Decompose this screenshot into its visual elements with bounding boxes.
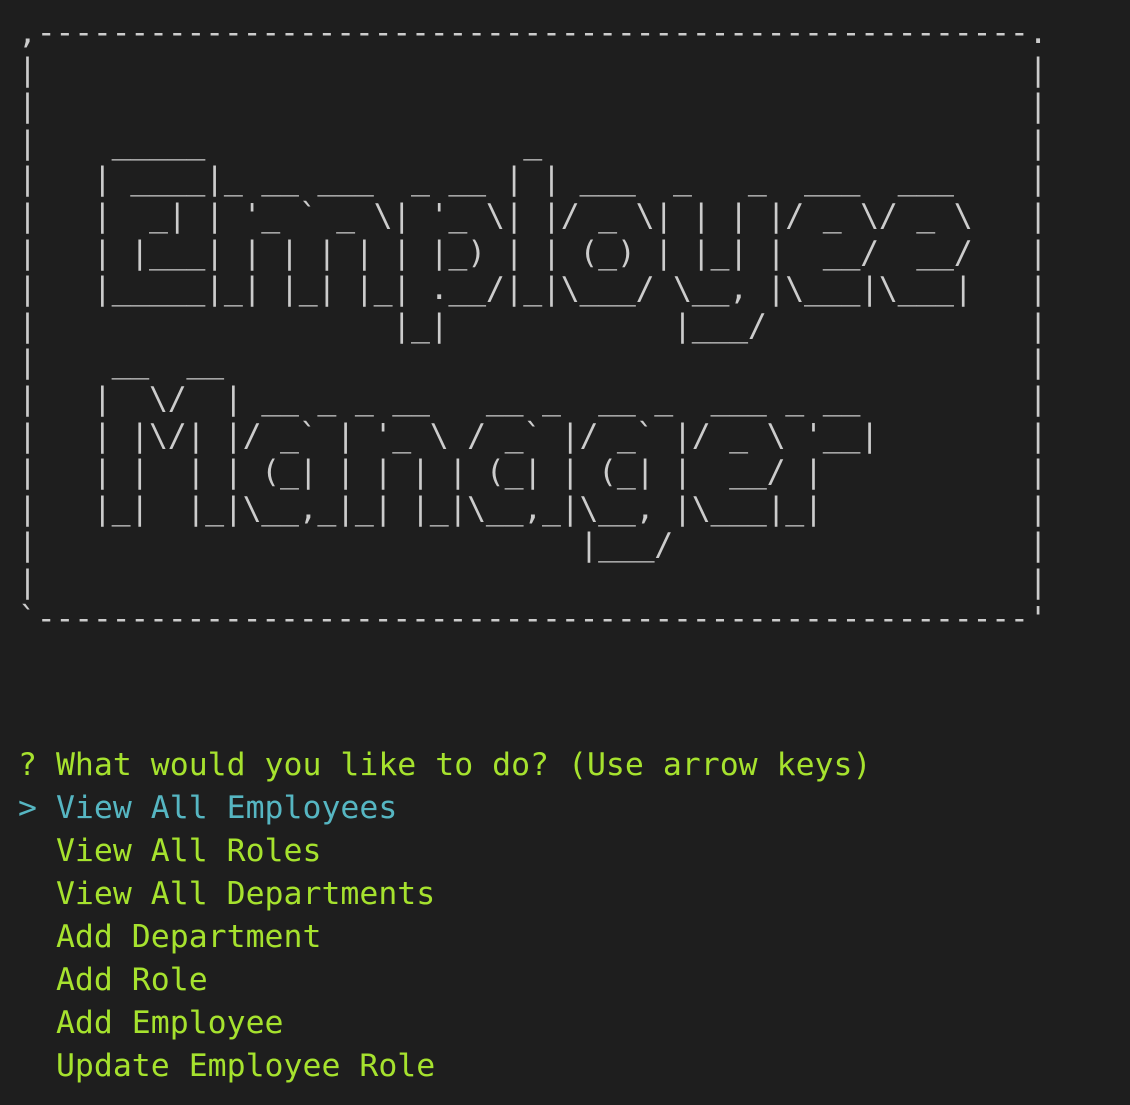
menu-item-label: View All Roles <box>55 833 322 869</box>
menu-item-label: Add Department <box>55 919 322 955</box>
prompt-line: ? What would you like to do? (Use arrow … <box>18 744 871 787</box>
menu-item-update-employee-role[interactable]: Update Employee Role <box>18 1045 435 1088</box>
menu-item-view-all-roles[interactable]: View All Roles <box>18 830 322 873</box>
menu-item-add-role[interactable]: Add Role <box>18 959 208 1002</box>
pointer-icon: > <box>18 790 37 826</box>
prompt-hint: (Use arrow keys) <box>568 747 872 783</box>
menu-item-label: Add Employee <box>55 1005 284 1041</box>
menu-item-add-department[interactable]: Add Department <box>18 916 322 959</box>
menu-item-label: Update Employee Role <box>55 1048 436 1084</box>
menu-item-add-employee[interactable]: Add Employee <box>18 1002 284 1045</box>
menu-item-view-all-employees[interactable]: > View All Employees <box>18 787 397 830</box>
menu-item-label: View All Departments <box>55 876 436 912</box>
menu-item-view-all-departments[interactable]: View All Departments <box>18 873 435 916</box>
ascii-banner: ,---------------------------------------… <box>18 15 1048 637</box>
question-mark-icon: ? <box>18 747 37 783</box>
menu-item-label: Add Role <box>55 962 208 998</box>
menu-item-label: View All Employees <box>55 790 398 826</box>
prompt-question: What would you like to do? <box>55 747 550 783</box>
